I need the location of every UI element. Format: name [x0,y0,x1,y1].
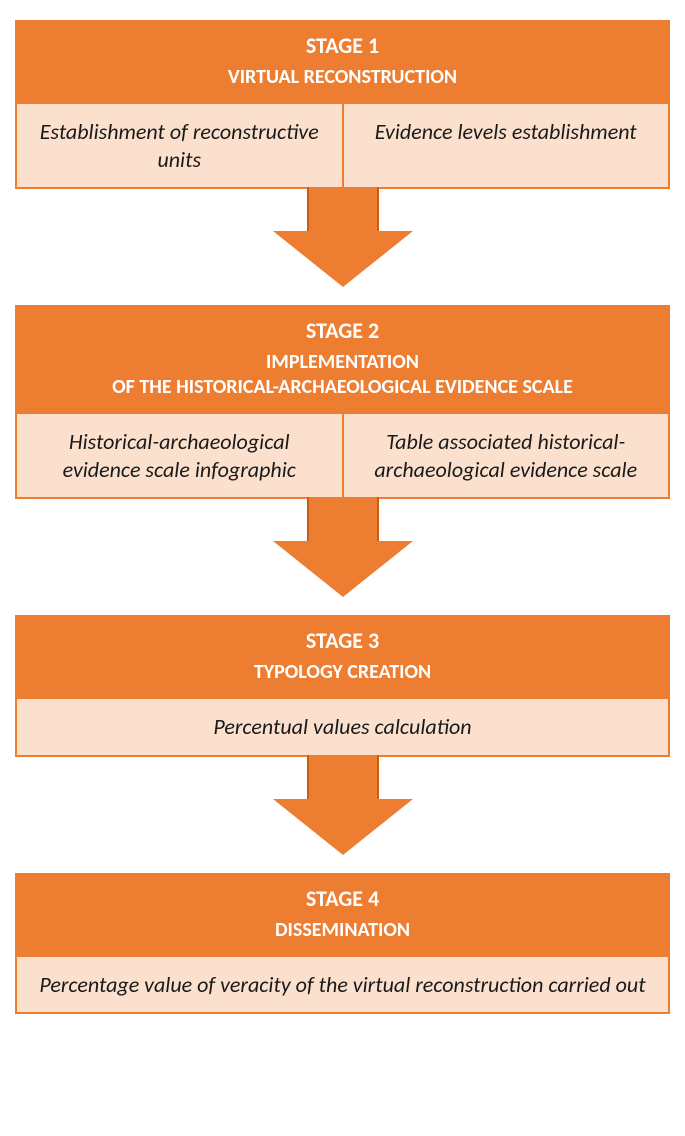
stage-body: Percentual values calculation [17,697,668,755]
flowchart: STAGE 1 VIRTUAL RECONSTRUCTION Establishme… [15,20,670,1014]
stage-block: STAGE 4 DISSEMINATION Percentage value of … [15,873,670,1015]
stage-subtitle: VIRTUAL RECONSTRUCTION [25,65,660,90]
stage-title: STAGE 4 [25,885,660,912]
stage-title: STAGE 2 [25,317,660,344]
stage-body: Historical-archaeological evidence scale… [17,412,668,497]
flow-arrow [15,755,670,855]
stage-subtitle: IMPLEMENTATION OF THE HISTORICAL-ARCHAEO… [25,350,660,400]
stage-title: STAGE 3 [25,627,660,654]
stage-subtitle: TYPOLOGY CREATION [25,660,660,685]
stage-block: STAGE 1 VIRTUAL RECONSTRUCTION Establishme… [15,20,670,189]
stage-cell: Establishment of reconstructive units [17,102,342,187]
flow-arrow [15,187,670,287]
stage-header: STAGE 2 IMPLEMENTATION OF THE HISTORICAL-… [17,307,668,412]
stage-cell: Percentage value of veracity of the virt… [17,955,668,1013]
stage-cell: Historical-archaeological evidence scale… [17,412,342,497]
stage-body: Percentage value of veracity of the virt… [17,955,668,1013]
stage-header: STAGE 1 VIRTUAL RECONSTRUCTION [17,22,668,102]
stage-cell: Evidence levels establishment [342,102,669,187]
stage-block: STAGE 3 TYPOLOGY CREATION Percentual value… [15,615,670,757]
flow-arrow [15,497,670,597]
stage-header: STAGE 4 DISSEMINATION [17,875,668,955]
stage-block: STAGE 2 IMPLEMENTATION OF THE HISTORICAL-… [15,305,670,499]
stage-title: STAGE 1 [25,32,660,59]
stage-cell: Table associated historical-archaeologic… [342,412,669,497]
stage-cell: Percentual values calculation [17,697,668,755]
stage-subtitle: DISSEMINATION [25,918,660,943]
stage-body: Establishment of reconstructive unitsEvi… [17,102,668,187]
stage-header: STAGE 3 TYPOLOGY CREATION [17,617,668,697]
